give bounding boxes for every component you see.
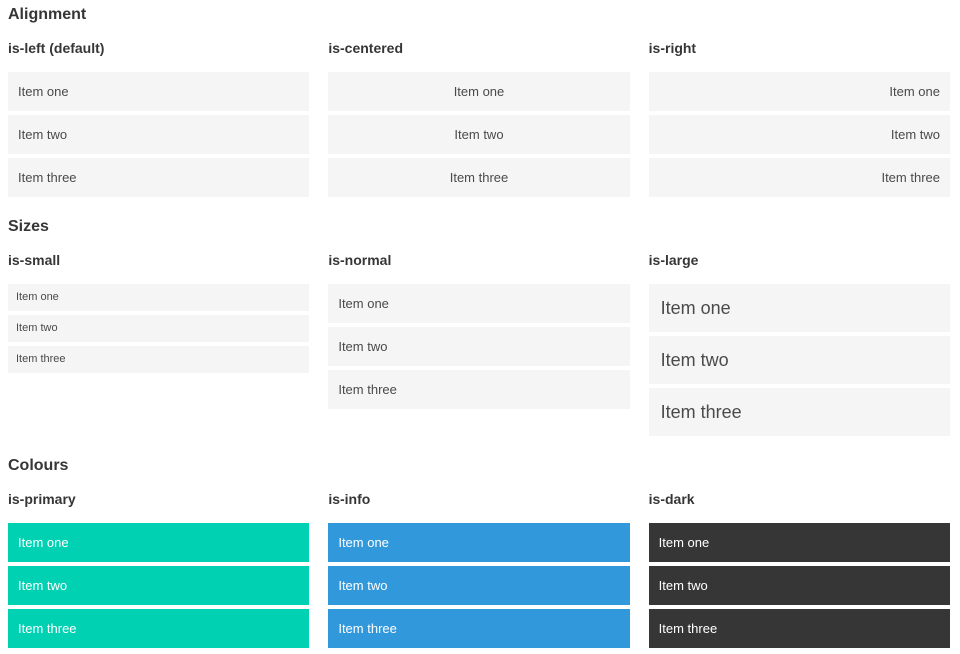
list-item[interactable]: Item three (648, 387, 950, 436)
variant-is-small: is-small Item one Item two Item three (8, 252, 310, 373)
variant-title-is-right: is-right (648, 40, 697, 57)
list-item[interactable]: Item two (648, 565, 950, 605)
list-primary: Item one Item two Item three (8, 522, 310, 648)
variant-title-is-centered: is-centered (328, 40, 404, 57)
list-dark: Item one Item two Item three (648, 522, 950, 648)
variant-title-is-dark: is-dark (648, 491, 695, 508)
list-item[interactable]: Item two (648, 335, 950, 384)
variant-title-is-left: is-left (default) (8, 40, 105, 57)
section-title-alignment: Alignment (8, 6, 87, 23)
section-alignment: Alignment is-left (default) Item one Ite… (8, 5, 950, 197)
list-item[interactable]: Item three (648, 157, 950, 197)
colours-columns: is-primary Item one Item two Item three … (8, 491, 950, 648)
variant-is-dark: is-dark Item one Item two Item three (648, 491, 950, 648)
list-centered: Item one Item two Item three (328, 71, 630, 197)
variant-is-left: is-left (default) Item one Item two Item… (8, 40, 310, 197)
list-item[interactable]: Item two (8, 565, 310, 605)
list-item[interactable]: Item one (328, 522, 630, 562)
variant-is-large: is-large Item one Item two Item three (648, 252, 950, 436)
sizes-columns: is-small Item one Item two Item three is… (8, 252, 950, 436)
variant-title-is-normal: is-normal (328, 252, 392, 269)
section-title-colours: Colours (8, 456, 69, 474)
list-right-aligned: Item one Item two Item three (648, 71, 950, 197)
section-colours: Colours is-primary Item one Item two Ite… (8, 456, 950, 648)
variant-title-is-info: is-info (328, 491, 371, 508)
list-item[interactable]: Item one (648, 522, 950, 562)
list-item[interactable]: Item two (328, 114, 630, 154)
variant-is-centered: is-centered Item one Item two Item three (328, 40, 630, 197)
section-sizes: Sizes is-small Item one Item two Item th… (8, 217, 950, 436)
list-left-aligned: Item one Item two Item three (8, 71, 310, 197)
list-item[interactable]: Item three (328, 608, 630, 648)
list-item[interactable]: Item one (8, 283, 310, 311)
list-item[interactable]: Item three (328, 369, 630, 409)
list-item[interactable]: Item three (328, 157, 630, 197)
variant-title-is-large: is-large (648, 252, 699, 269)
list-item[interactable]: Item two (328, 326, 630, 366)
variant-is-info: is-info Item one Item two Item three (328, 491, 630, 648)
list-item[interactable]: Item two (8, 314, 310, 342)
variant-title-is-small: is-small (8, 252, 61, 269)
list-item[interactable]: Item two (328, 565, 630, 605)
list-normal: Item one Item two Item three (328, 283, 630, 409)
list-item[interactable]: Item one (8, 522, 310, 562)
variant-is-right: is-right Item one Item two Item three (648, 40, 950, 197)
list-item[interactable]: Item one (648, 283, 950, 332)
variant-is-primary: is-primary Item one Item two Item three (8, 491, 310, 648)
list-item[interactable]: Item two (648, 114, 950, 154)
list-item[interactable]: Item one (648, 71, 950, 111)
list-small: Item one Item two Item three (8, 283, 310, 373)
list-item[interactable]: Item three (8, 157, 310, 197)
section-title-sizes: Sizes (8, 217, 49, 235)
list-large: Item one Item two Item three (648, 283, 950, 436)
list-item[interactable]: Item one (328, 283, 630, 323)
list-item[interactable]: Item three (648, 608, 950, 648)
list-item[interactable]: Item three (8, 345, 310, 373)
list-item[interactable]: Item two (8, 114, 310, 154)
list-item[interactable]: Item one (328, 71, 630, 111)
list-item[interactable]: Item one (8, 71, 310, 111)
list-info: Item one Item two Item three (328, 522, 630, 648)
alignment-columns: is-left (default) Item one Item two Item… (8, 40, 950, 197)
list-item[interactable]: Item three (8, 608, 310, 648)
variant-is-normal: is-normal Item one Item two Item three (328, 252, 630, 409)
variant-title-is-primary: is-primary (8, 491, 76, 508)
